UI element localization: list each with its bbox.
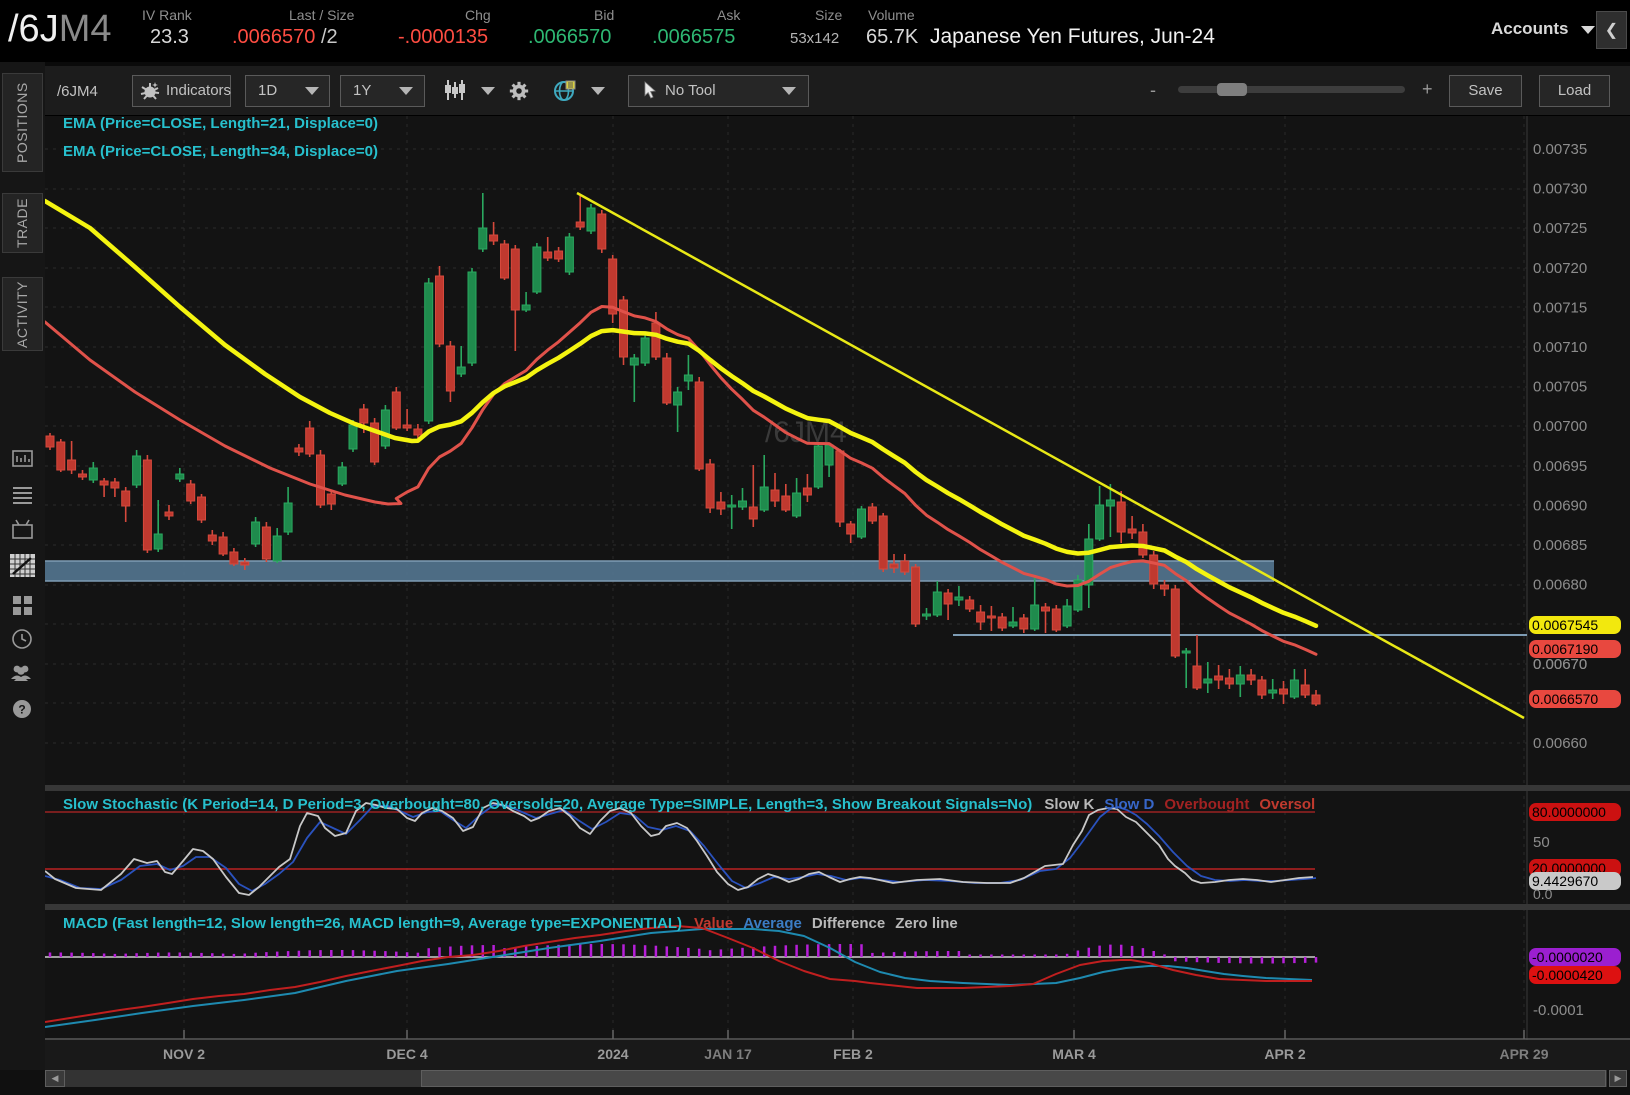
svg-text:0.00680: 0.00680 — [1533, 577, 1587, 594]
svg-text:0.0067545: 0.0067545 — [1532, 617, 1598, 633]
svg-text:0.00720: 0.00720 — [1533, 260, 1587, 277]
svg-text:0.00690: 0.00690 — [1533, 497, 1587, 514]
svg-text:0.00700: 0.00700 — [1533, 418, 1587, 435]
svg-text:0.00725: 0.00725 — [1533, 220, 1587, 237]
svg-text:50: 50 — [1533, 834, 1550, 851]
svg-text:0.0: 0.0 — [1533, 886, 1553, 902]
svg-text:Slow Stochastic (K Period=14,: Slow Stochastic (K Period=14, D Period=3… — [63, 796, 1315, 813]
svg-text:0.00685: 0.00685 — [1533, 537, 1587, 554]
svg-text:0.0067190: 0.0067190 — [1532, 641, 1598, 657]
svg-text:0.0066570: 0.0066570 — [1532, 691, 1598, 707]
svg-text:0.00695: 0.00695 — [1533, 458, 1587, 475]
svg-text:EMA (Price=CLOSE, Length=34, D: EMA (Price=CLOSE, Length=34, Displace=0) — [63, 143, 378, 160]
svg-text:0.00660: 0.00660 — [1533, 735, 1587, 752]
svg-text:-0.0001: -0.0001 — [1533, 1002, 1584, 1019]
svg-text:-0.0000420: -0.0000420 — [1532, 967, 1603, 983]
svg-text:-0.0000020: -0.0000020 — [1532, 949, 1603, 965]
svg-text:0.00670: 0.00670 — [1533, 656, 1587, 673]
svg-text:9.4429670: 9.4429670 — [1532, 873, 1598, 889]
svg-text:EMA (Price=CLOSE, Length=21, D: EMA (Price=CLOSE, Length=21, Displace=0) — [63, 116, 378, 132]
svg-text:0.00730: 0.00730 — [1533, 181, 1587, 198]
svg-text:MACD (Fast length=12, Slow len: MACD (Fast length=12, Slow length=26, MA… — [63, 915, 958, 932]
svg-text:0.00670: 0.00670 — [1533, 656, 1587, 673]
svg-text:?: ? — [18, 703, 25, 717]
svg-text:80.0000000: 80.0000000 — [1532, 804, 1606, 820]
svg-text:0.00715: 0.00715 — [1533, 299, 1587, 316]
svg-text:0.00705: 0.00705 — [1533, 379, 1587, 396]
svg-text:0.00710: 0.00710 — [1533, 339, 1587, 356]
svg-text:0.00735: 0.00735 — [1533, 141, 1587, 158]
